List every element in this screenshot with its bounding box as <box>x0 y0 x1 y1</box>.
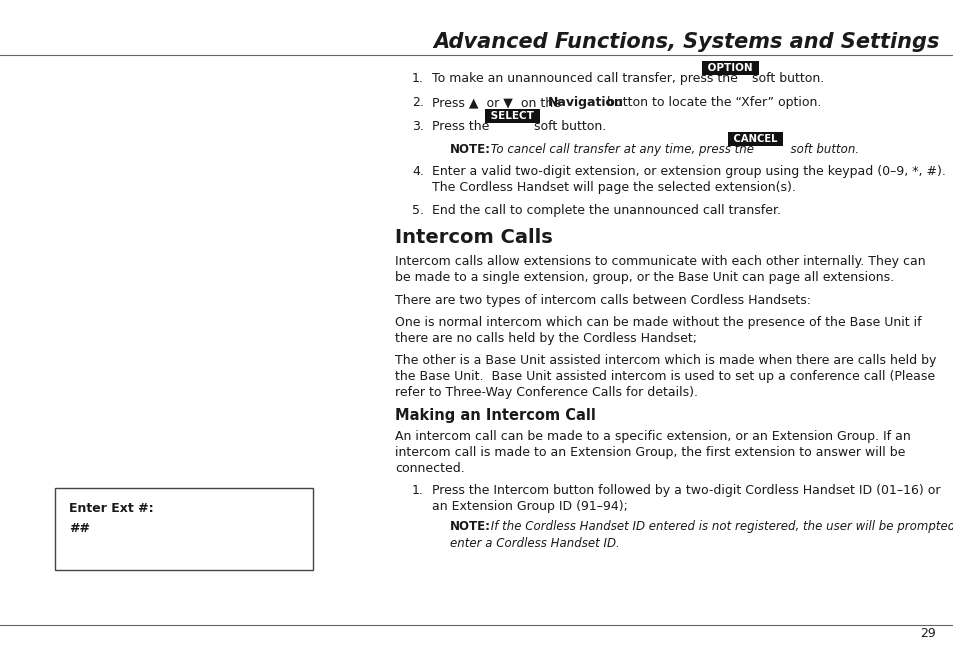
Text: Enter a valid two-digit extension, or extension group using the keypad (0–9, *, : Enter a valid two-digit extension, or ex… <box>432 165 944 178</box>
Text: Press ▲  or ▼  on the: Press ▲ or ▼ on the <box>432 96 564 109</box>
Text: OPTION: OPTION <box>703 63 756 73</box>
Text: 2.: 2. <box>412 96 423 109</box>
Text: enter a Cordless Handset ID.: enter a Cordless Handset ID. <box>450 537 619 550</box>
Text: Navigation: Navigation <box>547 96 623 109</box>
Text: 3.: 3. <box>412 120 423 133</box>
Text: Advanced Functions, Systems and Settings: Advanced Functions, Systems and Settings <box>434 32 939 52</box>
Text: 1.: 1. <box>412 72 423 85</box>
Text: NOTE:: NOTE: <box>450 143 491 156</box>
FancyBboxPatch shape <box>55 488 313 570</box>
Text: button to locate the “Xfer” option.: button to locate the “Xfer” option. <box>606 96 821 109</box>
Text: End the call to complete the unannounced call transfer.: End the call to complete the unannounced… <box>432 204 781 217</box>
Text: soft button.: soft button. <box>782 143 859 156</box>
Text: 1.: 1. <box>412 484 423 497</box>
Text: NOTE:: NOTE: <box>450 520 491 533</box>
Text: ##: ## <box>69 522 90 535</box>
Text: soft button.: soft button. <box>534 120 605 133</box>
Text: SELECT: SELECT <box>486 111 537 121</box>
Text: refer to Three-Way Conference Calls for details).: refer to Three-Way Conference Calls for … <box>395 386 698 399</box>
Text: 5.: 5. <box>412 204 423 217</box>
Text: be made to a single extension, group, or the Base Unit can page all extensions.: be made to a single extension, group, or… <box>395 271 893 284</box>
Text: the Base Unit.  Base Unit assisted intercom is used to set up a conference call : the Base Unit. Base Unit assisted interc… <box>395 370 934 383</box>
Text: Making an Intercom Call: Making an Intercom Call <box>395 408 596 423</box>
Text: there are no calls held by the Cordless Handset;: there are no calls held by the Cordless … <box>395 332 697 345</box>
Text: If the Cordless Handset ID entered is not registered, the user will be prompted : If the Cordless Handset ID entered is no… <box>486 520 953 533</box>
Text: 4.: 4. <box>412 165 423 178</box>
Text: CANCEL: CANCEL <box>729 134 781 144</box>
Text: The other is a Base Unit assisted intercom which is made when there are calls he: The other is a Base Unit assisted interc… <box>395 354 936 367</box>
Text: soft button.: soft button. <box>751 72 823 85</box>
Text: An intercom call can be made to a specific extension, or an Extension Group. If : An intercom call can be made to a specif… <box>395 430 910 443</box>
Text: Press the Intercom button followed by a two-digit Cordless Handset ID (01–16) or: Press the Intercom button followed by a … <box>432 484 940 497</box>
Text: connected.: connected. <box>395 462 464 475</box>
Text: 29: 29 <box>920 627 935 640</box>
Text: intercom call is made to an Extension Group, the first extension to answer will : intercom call is made to an Extension Gr… <box>395 446 904 459</box>
Text: Enter Ext #:: Enter Ext #: <box>69 502 153 515</box>
Text: There are two types of intercom calls between Cordless Handsets:: There are two types of intercom calls be… <box>395 294 810 307</box>
Text: One is normal intercom which can be made without the presence of the Base Unit i: One is normal intercom which can be made… <box>395 316 921 329</box>
Text: an Extension Group ID (91–94);: an Extension Group ID (91–94); <box>432 500 627 513</box>
Text: Intercom Calls: Intercom Calls <box>395 228 552 247</box>
Text: To make an unannounced call transfer, press the: To make an unannounced call transfer, pr… <box>432 72 737 85</box>
Text: Intercom calls allow extensions to communicate with each other internally. They : Intercom calls allow extensions to commu… <box>395 255 924 268</box>
Text: Press the: Press the <box>432 120 489 133</box>
Text: To cancel call transfer at any time, press the: To cancel call transfer at any time, pre… <box>486 143 753 156</box>
Text: The Cordless Handset will page the selected extension(s).: The Cordless Handset will page the selec… <box>432 181 795 194</box>
